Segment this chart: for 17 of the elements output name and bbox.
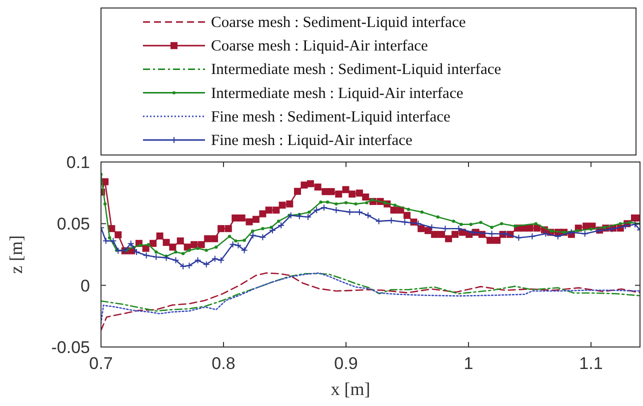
x-tick-label: 0.8 <box>212 354 236 373</box>
x-tick-label: 0.7 <box>89 354 113 373</box>
legend-label: Fine mesh : Sediment-Liquid interface <box>211 108 450 126</box>
y-tick-label: 0 <box>80 276 90 296</box>
legend-label: Coarse mesh : Liquid-Air interface <box>211 38 428 55</box>
legend-label: Coarse mesh : Sediment-Liquid interface <box>211 14 466 31</box>
y-tick-label: 0.05 <box>56 214 90 234</box>
legend-label: Intermediate mesh : Liquid-Air interface <box>211 84 464 102</box>
y-tick-label: 0.1 <box>66 153 90 172</box>
x-axis-title: x [m] <box>330 379 370 399</box>
legend-label: Fine mesh : Liquid-Air interface <box>211 132 413 149</box>
x-tick-label: 1.1 <box>579 354 603 373</box>
y-axis-title: z [m] <box>6 235 26 274</box>
legend-label: Intermediate mesh : Sediment-Liquid interface <box>211 61 502 78</box>
y-tick-label: -0.05 <box>51 338 90 357</box>
x-tick-label: 1 <box>464 354 474 373</box>
x-tick-label: 0.9 <box>334 354 358 373</box>
